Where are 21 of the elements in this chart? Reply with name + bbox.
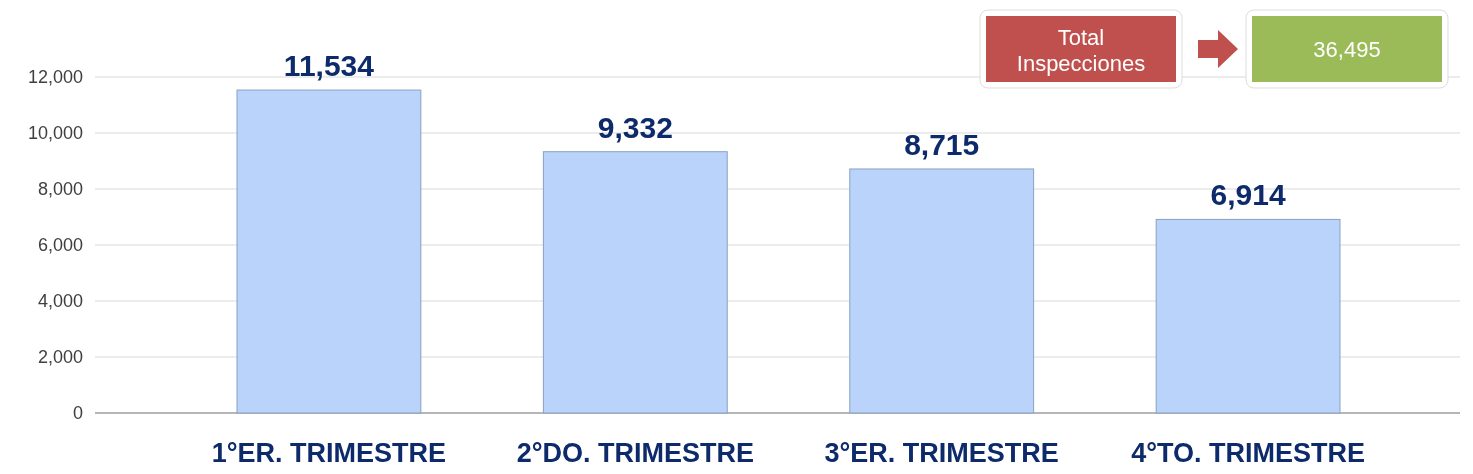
text: 36,495 <box>1313 36 1381 62</box>
y-tick-label: 8,000 <box>37 179 83 200</box>
x-tick-label: 4°TO. TRIMESTRE <box>1131 438 1365 468</box>
x-tick-label: 3°ER. TRIMESTRE <box>824 438 1059 468</box>
y-tick-label: 10,000 <box>27 123 83 144</box>
data-label: 8,715 <box>904 127 980 161</box>
text: Total Inspecciones <box>1016 24 1146 76</box>
x-tick-label: 2°DO. TRIMESTRE <box>516 438 754 468</box>
bar <box>1155 218 1341 414</box>
data-label: 6,914 <box>1210 178 1286 212</box>
x-tick-label: 1°ER. TRIMESTRE <box>211 438 447 468</box>
bar <box>542 151 728 414</box>
data-label: 11,534 <box>283 49 375 83</box>
y-tick-label: 4,000 <box>37 291 83 312</box>
y-tick-label: 0 <box>72 403 83 424</box>
y-tick-label: 12,000 <box>27 67 83 88</box>
y-tick-label: 6,000 <box>37 235 83 256</box>
bar <box>849 168 1035 414</box>
bar <box>236 89 422 414</box>
data-label: 9,332 <box>597 110 673 144</box>
y-tick-label: 2,000 <box>37 347 83 368</box>
